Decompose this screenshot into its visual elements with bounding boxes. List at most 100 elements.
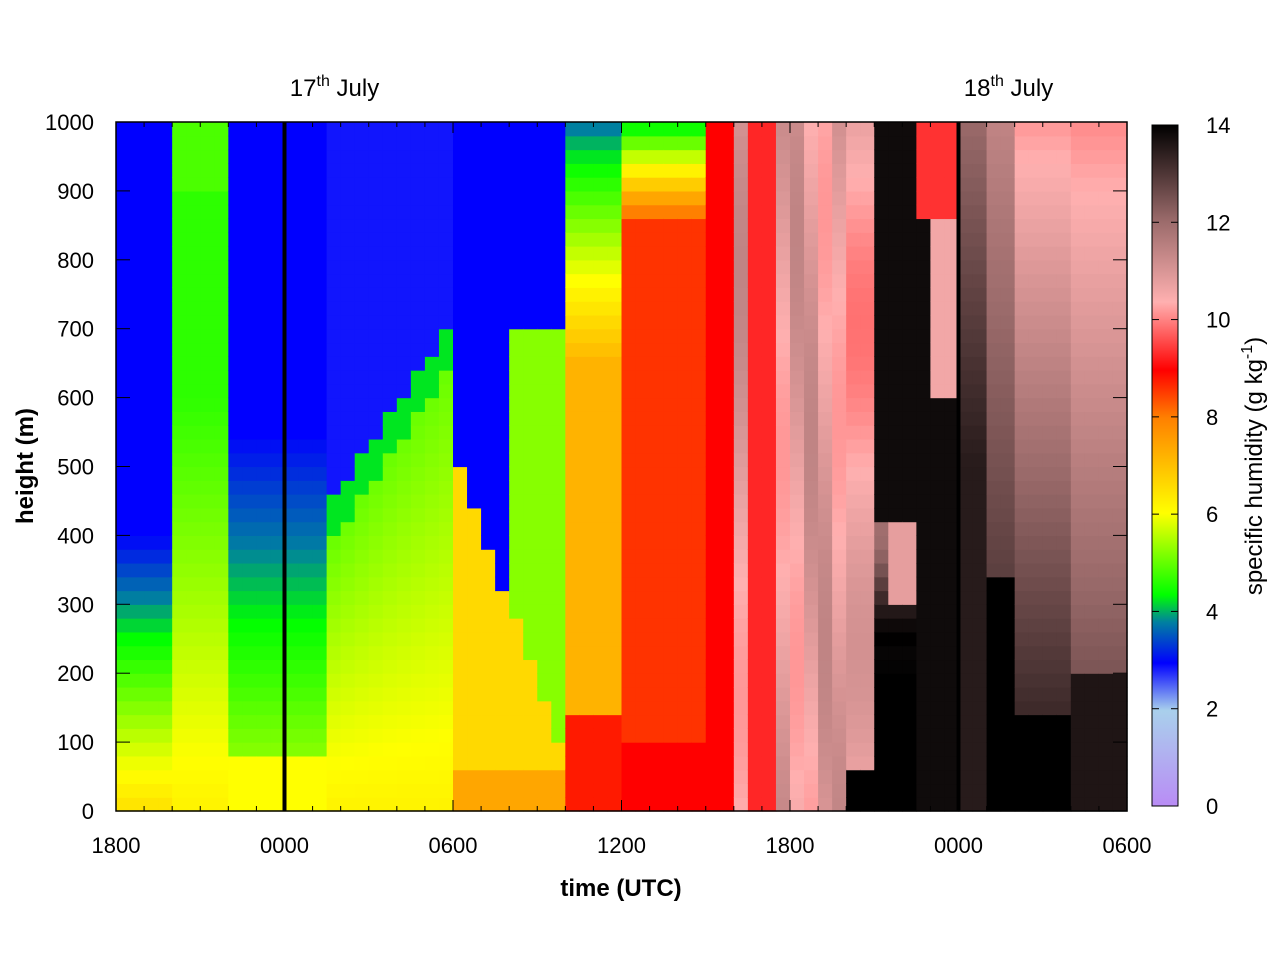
heatmap-cell: [1070, 397, 1086, 412]
heatmap-cell: [354, 370, 370, 385]
heatmap-cell: [354, 452, 370, 468]
heatmap-cell: [326, 480, 342, 495]
heatmap-cell: [747, 135, 763, 151]
heatmap-cell: [888, 301, 903, 316]
heatmap-cell: [186, 397, 201, 412]
heatmap-cell: [214, 549, 229, 564]
heatmap-cell: [593, 301, 609, 316]
heatmap-cell: [635, 728, 651, 743]
heatmap-cell: [551, 122, 566, 137]
heatmap-cell: [916, 686, 932, 702]
heatmap-cell: [691, 769, 707, 785]
heatmap-cell: [677, 163, 693, 178]
heatmap-cell: [509, 204, 524, 220]
heatmap-cell: [663, 232, 679, 247]
heatmap-cell: [621, 742, 637, 757]
heatmap-cell: [116, 149, 131, 164]
heatmap-cell: [396, 507, 412, 523]
heatmap-cell: [523, 149, 538, 164]
heatmap-cell: [635, 604, 651, 619]
heatmap-cell: [888, 204, 903, 220]
heatmap-cell: [1000, 425, 1016, 440]
heatmap-cell: [1014, 328, 1030, 344]
heatmap-cell: [1112, 562, 1128, 578]
heatmap-cell: [1028, 149, 1044, 164]
heatmap-cell: [1028, 480, 1044, 495]
heatmap-cell: [986, 411, 1002, 426]
heatmap-cell: [453, 438, 468, 454]
heatmap-cell: [424, 342, 440, 357]
heatmap-cell: [1042, 177, 1058, 192]
heatmap-cell: [579, 645, 595, 661]
heatmap-cell: [860, 342, 875, 357]
heatmap-cell: [284, 149, 300, 164]
heatmap-cell: [902, 190, 917, 206]
heatmap-cell: [130, 631, 145, 647]
heatmap-cell: [495, 370, 510, 385]
heatmap-cell: [382, 714, 398, 729]
heatmap-cell: [537, 425, 552, 440]
heatmap-cell: [804, 742, 819, 757]
heatmap-cell: [200, 273, 215, 288]
heatmap-cell: [874, 383, 889, 399]
heatmap-cell: [537, 618, 552, 633]
heatmap-cell: [747, 631, 763, 647]
heatmap-cell: [368, 755, 384, 771]
heatmap-cell: [1000, 301, 1016, 316]
heatmap-cell: [172, 246, 187, 261]
heatmap-cell: [691, 562, 707, 578]
heatmap-cell: [635, 232, 651, 247]
heatmap-cell: [270, 135, 286, 151]
heatmap-cell: [719, 659, 735, 674]
heatmap-cell: [326, 618, 342, 633]
heatmap-cell: [509, 356, 524, 371]
heatmap-cell: [256, 631, 272, 647]
heatmap-cell: [930, 714, 946, 729]
heatmap-cell: [298, 659, 314, 674]
heatmap-cell: [340, 218, 356, 233]
heatmap-cell: [467, 521, 482, 536]
heatmap-cell: [677, 714, 693, 729]
heatmap-cell: [663, 425, 679, 440]
heatmap-cell: [438, 190, 454, 206]
heatmap-cell: [818, 549, 833, 564]
heatmap-cell: [1084, 314, 1100, 330]
heatmap-cell: [340, 576, 356, 592]
heatmap-cell: [1042, 521, 1058, 536]
heatmap-cell: [242, 163, 258, 178]
heatmap-cell: [312, 783, 328, 798]
heatmap-cell: [860, 356, 875, 371]
heatmap-cell: [340, 287, 356, 302]
x-tick-label: 1800: [92, 833, 141, 858]
heatmap-cell: [846, 700, 861, 716]
heatmap-cell: [972, 190, 988, 206]
heatmap-cell: [130, 769, 145, 785]
heatmap-cell: [846, 122, 861, 137]
heatmap-cell: [874, 549, 889, 564]
heatmap-cell: [846, 411, 861, 426]
heatmap-cell: [930, 273, 946, 288]
heatmap-cell: [354, 438, 370, 454]
heatmap-cell: [874, 342, 889, 357]
heatmap-cell: [804, 452, 819, 468]
heatmap-cell: [382, 356, 398, 371]
heatmap-cell: [888, 328, 903, 344]
heatmap-cell: [1000, 604, 1016, 619]
heatmap-cell: [663, 507, 679, 523]
heatmap-cell: [818, 618, 833, 633]
heatmap-cell: [509, 645, 524, 661]
heatmap-cell: [649, 728, 665, 743]
heatmap-cell: [902, 328, 917, 344]
heatmap-cell: [214, 218, 229, 233]
heatmap-cell: [916, 273, 932, 288]
heatmap-cell: [705, 549, 721, 564]
heatmap-cell: [888, 438, 903, 454]
heatmap-cell: [340, 742, 356, 757]
heatmap-cell: [804, 714, 819, 729]
heatmap-cell: [621, 163, 637, 178]
heatmap-cell: [1084, 590, 1100, 605]
heatmap-cell: [593, 728, 609, 743]
heatmap-cell: [326, 742, 342, 757]
heatmap-cell: [691, 631, 707, 647]
heatmap-cell: [186, 535, 201, 550]
